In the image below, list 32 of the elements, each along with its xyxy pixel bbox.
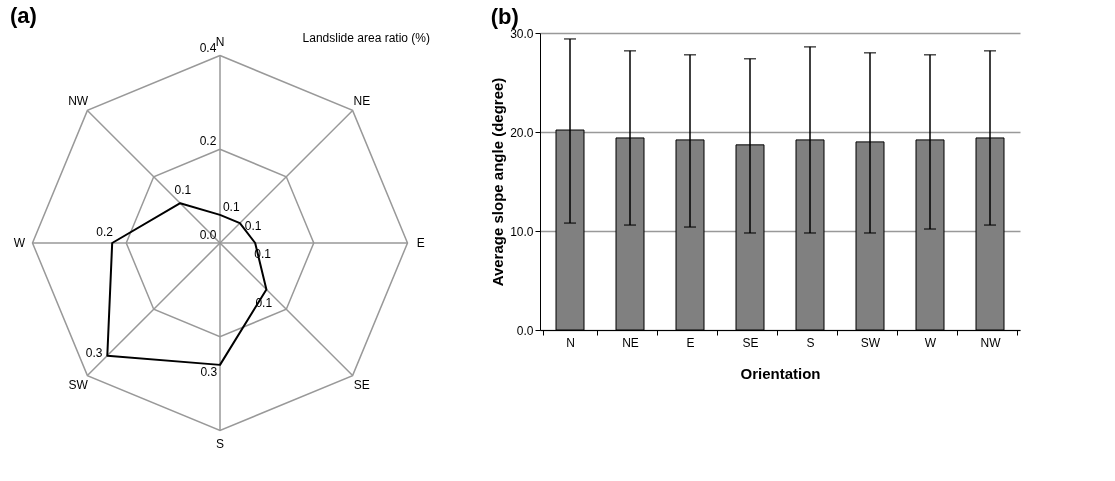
spoke-label: SW [68, 377, 89, 392]
x-tick-label: SW [860, 335, 881, 350]
x-tick-label: S [806, 335, 815, 350]
y-axis-title: Average slope angle (degree) [489, 77, 507, 287]
x-tick-label: NW [980, 335, 1002, 350]
y-tick-label: 0.0 [199, 228, 217, 242]
data-label: 0.1 [222, 200, 240, 215]
chart-title: (a) [10, 3, 37, 28]
spoke-label: SE [353, 377, 370, 392]
spoke-label: NW [68, 94, 89, 109]
text: Landslide area ratio (%) [302, 31, 430, 45]
data-label: 0.2 [96, 224, 114, 239]
spoke-label: NE [353, 94, 371, 109]
data-label: 0.3 [85, 346, 103, 361]
y-tick-label: 10.0 [510, 224, 534, 239]
x-tick-label: SE [742, 335, 759, 350]
x-tick-label: N [566, 335, 575, 350]
y-tick-label: 0.4 [199, 40, 217, 55]
x-axis-title: Orientation [740, 364, 821, 382]
y-tick-label: 0.0 [516, 323, 534, 338]
spoke-label: W [13, 236, 26, 250]
y-tick-label: 0.2 [199, 134, 217, 149]
data-label: 0.1 [244, 218, 262, 233]
spoke-label: S [215, 436, 225, 451]
x-tick-label: NE [622, 335, 639, 350]
x-tick-label: E [686, 335, 695, 350]
x-tick-label: W [924, 335, 937, 350]
data-label: 0.3 [200, 365, 218, 380]
spoke-label: E [416, 236, 425, 250]
data-label: 0.1 [174, 182, 192, 197]
y-tick-label: 20.0 [510, 125, 534, 140]
spoke-label: N [215, 35, 225, 50]
